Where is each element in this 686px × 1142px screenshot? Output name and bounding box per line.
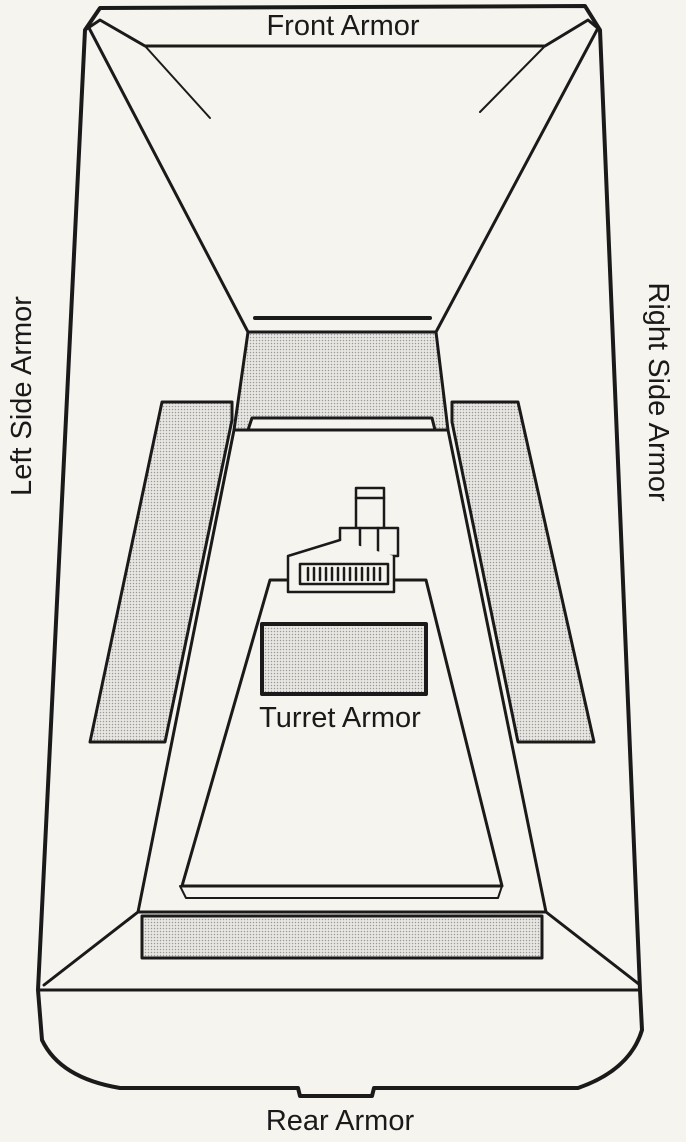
rear-armor-label: Rear Armor xyxy=(266,1105,415,1137)
cupola-assembly xyxy=(286,486,400,594)
turret-armor-block xyxy=(260,622,428,696)
left-side-armor xyxy=(88,400,234,744)
turret-rear-edge xyxy=(179,885,503,899)
right-side-armor xyxy=(450,400,596,744)
glacis-armor xyxy=(232,330,450,432)
left-side-armor-label: Left Side Armor xyxy=(6,296,38,496)
rear-armor-plate xyxy=(140,914,544,960)
turret-armor-label: Turret Armor xyxy=(259,702,421,734)
right-side-armor-label: Right Side Armor xyxy=(642,282,674,502)
rear-slope xyxy=(36,910,642,992)
front-armor-label: Front Armor xyxy=(266,10,419,42)
